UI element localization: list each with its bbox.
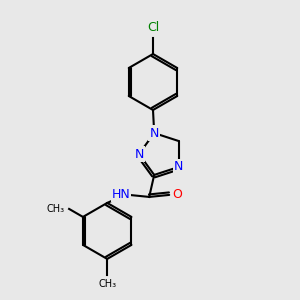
Text: N: N <box>174 160 184 173</box>
Text: N: N <box>134 148 144 160</box>
Text: Cl: Cl <box>147 21 159 34</box>
Text: N: N <box>149 127 159 140</box>
Text: CH₃: CH₃ <box>98 279 116 289</box>
Text: HN: HN <box>112 188 130 201</box>
Text: CH₃: CH₃ <box>47 204 65 214</box>
Text: O: O <box>172 188 182 201</box>
